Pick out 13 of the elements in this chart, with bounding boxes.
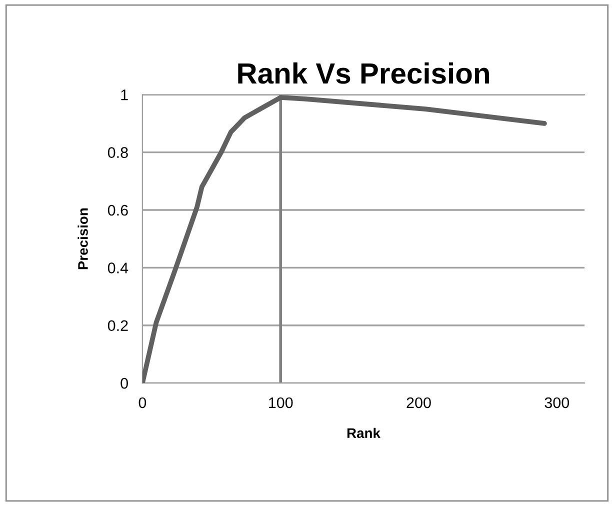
x-tick-label: 300 [544,397,570,408]
y-tick-label: 0.2 [108,320,128,332]
x-axis-title: Rank [347,428,380,438]
y-tick-label: 0.8 [108,147,128,158]
y-axis-title: Precision [78,208,88,270]
x-tick-label: 0 [138,397,146,408]
chart-title: Rank Vs Precision [238,62,489,84]
y-tick-label: 0 [120,378,128,389]
x-tick-label: 100 [269,397,293,408]
y-tick-label: 0.4 [108,262,128,274]
y-tick-label: 0.6 [108,204,128,216]
y-tick-label: 1 [121,90,128,100]
x-tick-label: 200 [406,397,431,408]
